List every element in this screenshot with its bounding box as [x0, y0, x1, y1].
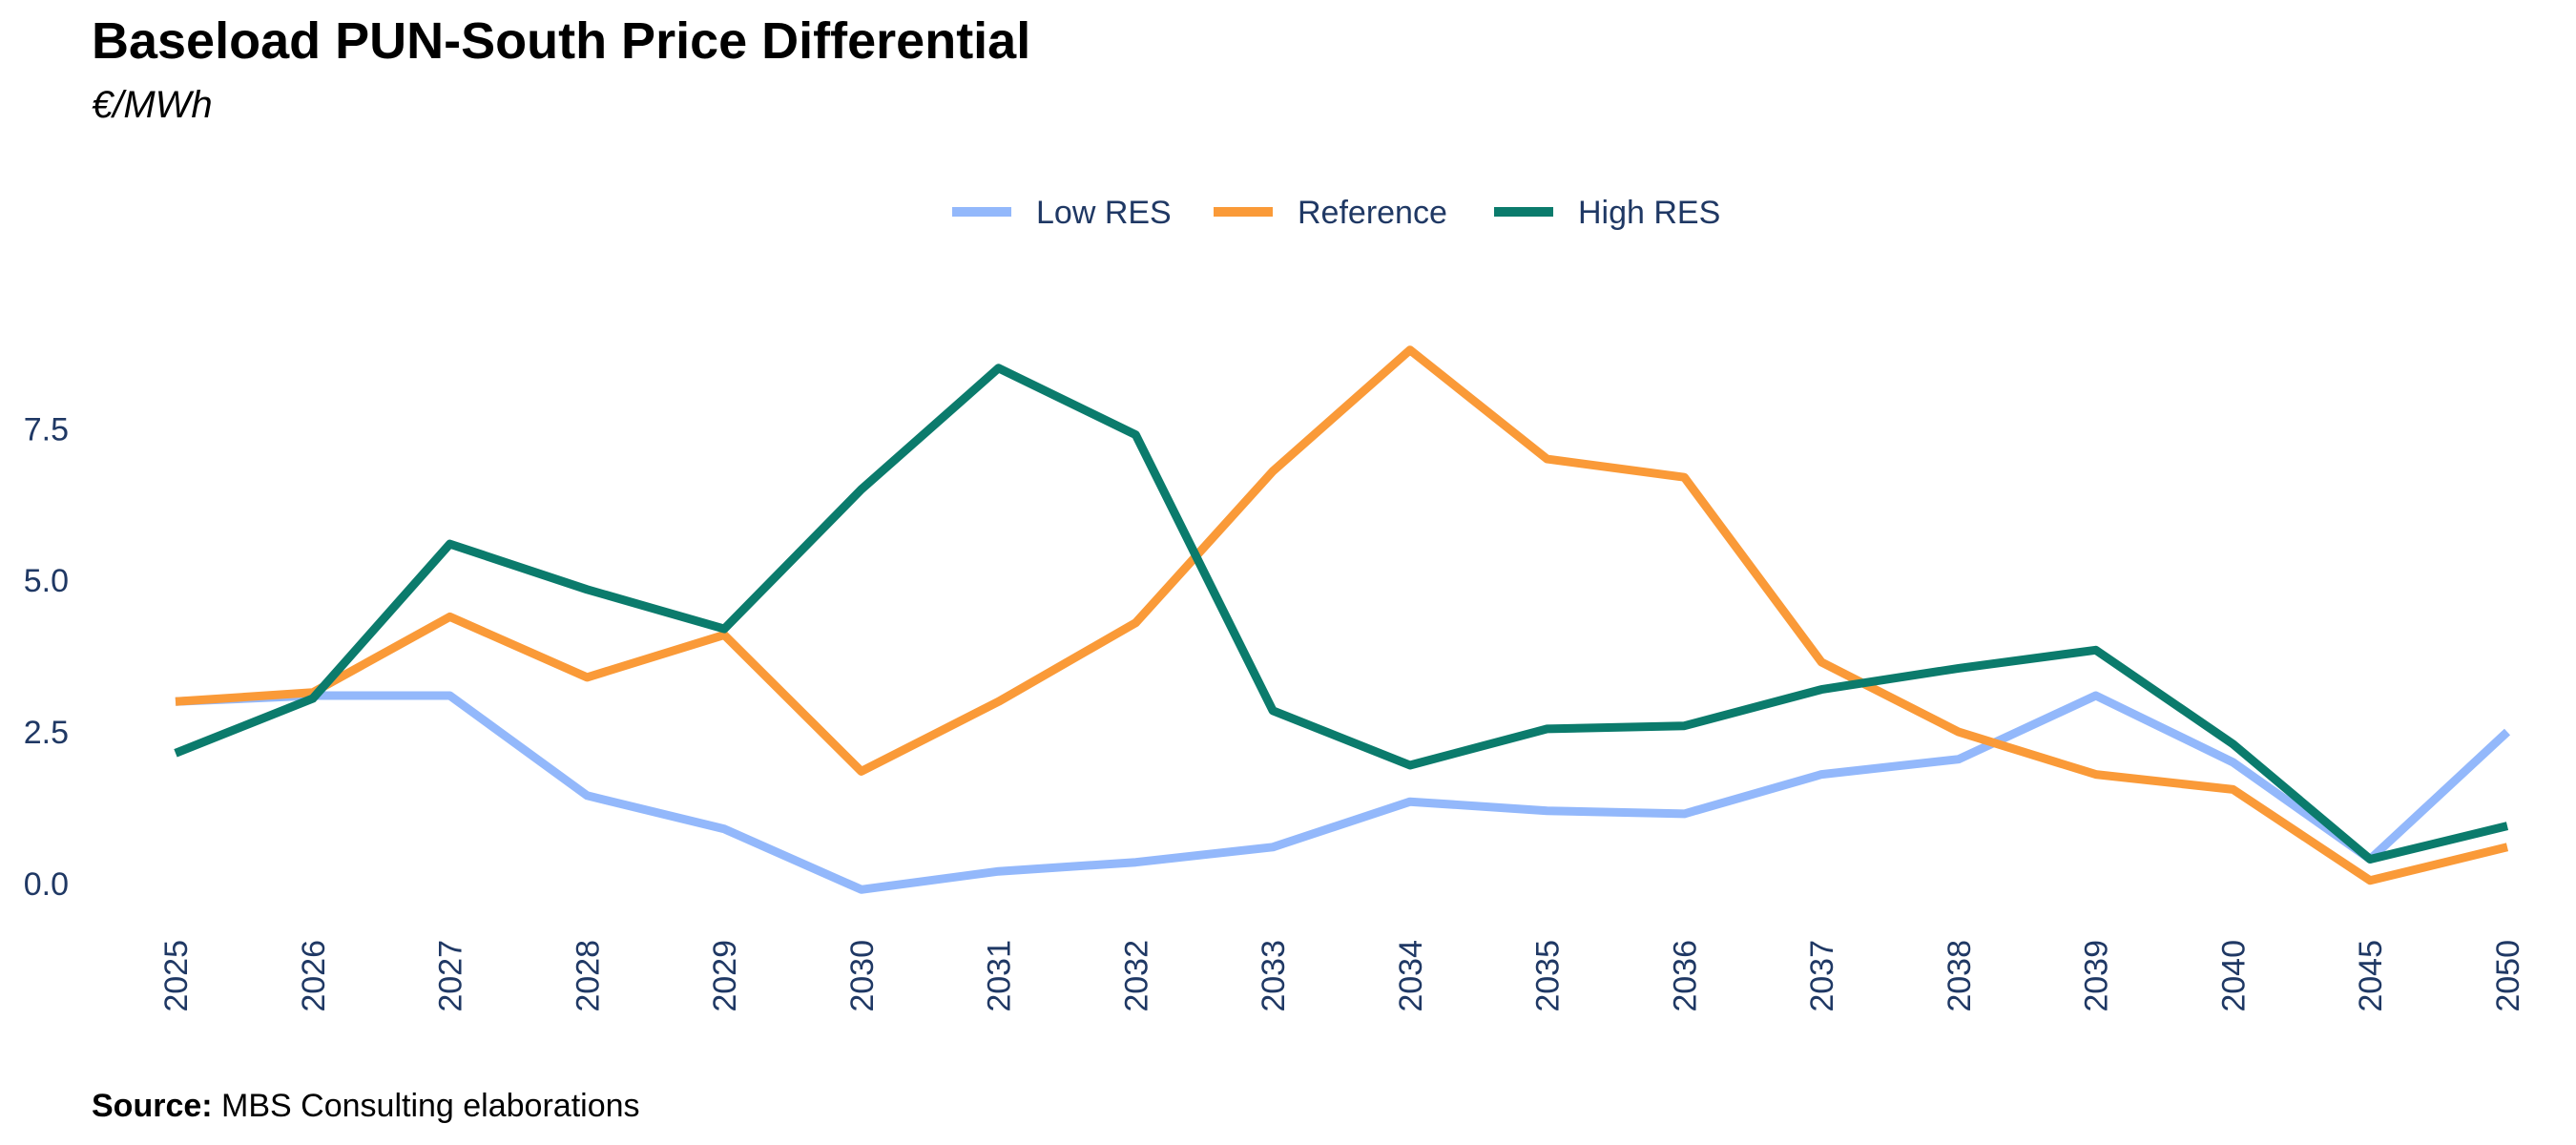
x-tick-label: 2039: [2079, 940, 2115, 1012]
series-line-high-res: [174, 364, 2509, 864]
x-tick-label: 2040: [2215, 940, 2252, 1012]
legend-label-low-res: Low RES: [1036, 195, 1172, 231]
source-label: Source:: [92, 1088, 213, 1124]
x-tick-label: 2038: [1942, 940, 1978, 1012]
legend-label-high-res: High RES: [1578, 195, 1720, 231]
x-tick-label: 2028: [570, 940, 606, 1012]
legend-label-reference: Reference: [1298, 195, 1447, 231]
series-line-reference: [175, 345, 2509, 885]
y-tick-label: 7.5: [24, 411, 69, 448]
chart-title: Baseload PUN-South Price Differential: [92, 12, 1031, 70]
x-tick-label: 2035: [1530, 940, 1567, 1012]
source-text: MBS Consulting elaborations: [221, 1088, 640, 1124]
y-tick-label: 0.0: [24, 866, 69, 903]
x-tick-label: 2027: [433, 940, 469, 1012]
chart-subtitle: €/MWh: [92, 84, 213, 126]
x-tick-label: 2050: [2490, 940, 2526, 1012]
series-line-low-res: [175, 691, 2511, 894]
x-tick-label: 2045: [2353, 940, 2389, 1012]
source-note: Source: MBS Consulting elaborations: [92, 1088, 640, 1125]
y-tick-label: 2.5: [24, 715, 69, 751]
x-tick-label: 2030: [844, 940, 881, 1012]
x-tick-label: 2036: [1667, 940, 1703, 1012]
x-tick-label: 2033: [1256, 940, 1292, 1012]
x-tick-label: 2029: [707, 940, 743, 1012]
x-tick-label: 2026: [296, 940, 332, 1012]
x-tick-label: 2037: [1804, 940, 1840, 1012]
y-tick-label: 5.0: [24, 563, 69, 599]
x-tick-label: 2025: [158, 940, 195, 1012]
x-tick-label: 2031: [982, 940, 1018, 1012]
x-tick-label: 2032: [1118, 940, 1154, 1012]
x-tick-label: 2034: [1393, 940, 1429, 1012]
